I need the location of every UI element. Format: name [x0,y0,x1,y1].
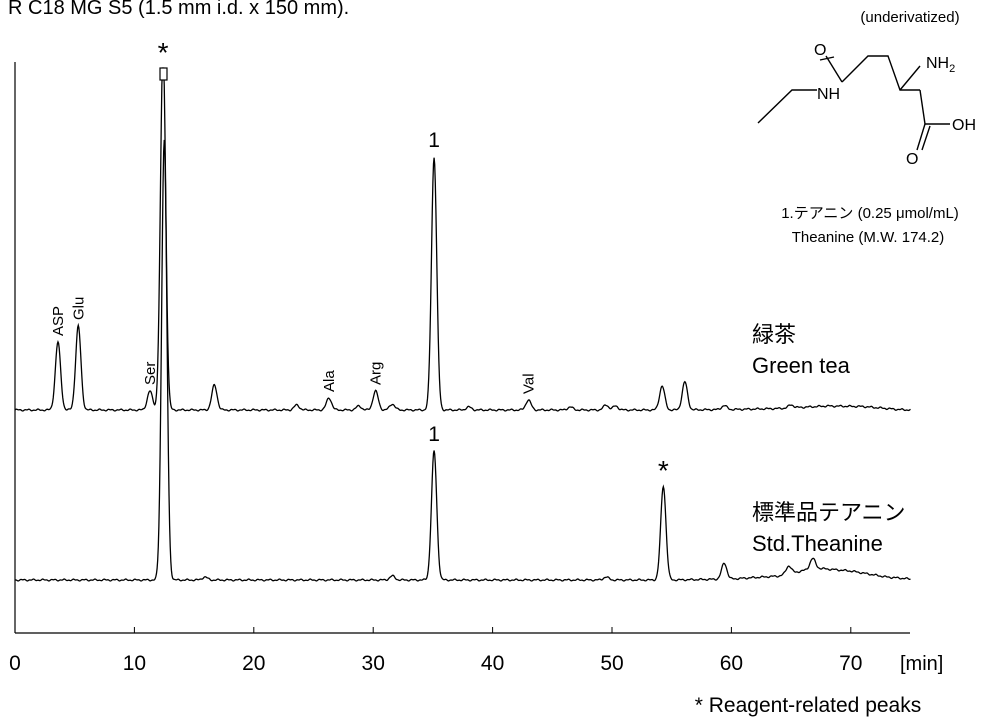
amino-acid-peak-label: Val [520,373,537,394]
x-tick-label: 60 [720,652,743,675]
x-tick-label: 0 [9,652,21,675]
x-axis-unit-label: [min] [900,653,943,675]
amino-acid-peak-label: Arg [368,362,385,385]
column-description: R C18 MG S5 (1.5 mm i.d. x 150 mm). [8,0,349,19]
structure-bonds [757,55,950,151]
axes: 0 10 20 30 40 50 60 70 [min] [9,62,943,675]
trace-std-theanine [14,139,911,582]
compound-caption-line2: Theanine (M.W. 174.2) [792,229,945,246]
reagent-peak-star: * [158,37,169,68]
x-tick-label: 10 [123,652,146,675]
atom-o-bottom: O [906,151,918,168]
clipped-peak-box [159,67,168,81]
traces [14,67,911,582]
trace-label-std-theanine: Std.Theanine [752,531,883,556]
amino-acid-peak-label: Glu [70,297,87,320]
theanine-peak-number: 1 [428,129,440,152]
trace-green-tea [14,67,911,412]
trace-label-green-tea-jp: 緑茶 [752,322,796,347]
x-tick-label: 40 [481,652,504,675]
amino-acid-peak-label: Ser [142,362,159,385]
amino-acid-peak-label: Ala [321,370,338,392]
atom-oh: OH [952,117,976,134]
compound-caption-line1: 1.テアニン (0.25 μmol/mL) [781,205,959,222]
reagent-peak-star: * [658,455,669,486]
x-ticks: 0 10 20 30 40 50 60 70 [9,627,862,675]
trace-label-std-theanine-jp: 標準品テアニン [752,500,906,525]
theanine-peak-number: 1 [428,423,440,446]
x-tick-label: 20 [242,652,265,675]
theanine-structure: (underivatized) O NH2 NH OH O 1.テアニン (0.… [757,9,976,246]
atom-nh2: NH2 [926,55,955,75]
atom-nh: NH [817,86,840,103]
trace-label-green-tea: Green tea [752,353,851,378]
atom-o-top: O [814,42,826,59]
x-tick-label: 70 [839,652,862,675]
underivatized-note: (underivatized) [860,9,959,26]
x-tick-label: 50 [600,652,623,675]
reagent-footnote: * Reagent-related peaks [695,694,921,717]
amino-acid-peak-label: ASP [50,306,67,336]
x-tick-label: 30 [362,652,385,675]
peak-labels: ASP Glu Ser * Ala Arg 1 Val 1 * [50,37,669,486]
